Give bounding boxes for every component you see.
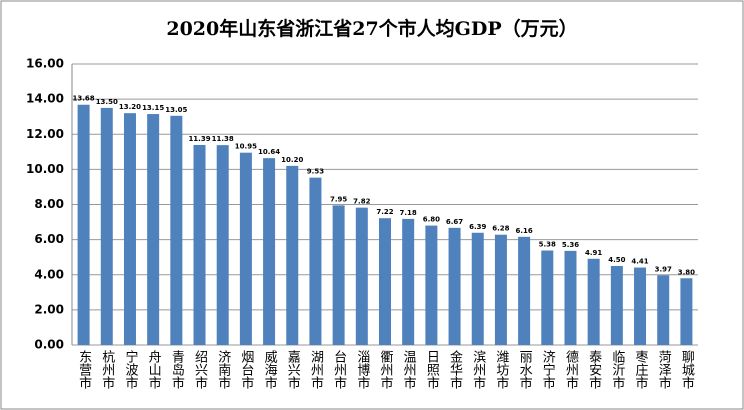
- value-label: 13.05: [165, 106, 187, 114]
- y-tick-label: 2.00: [34, 302, 64, 316]
- x-tick-label: 青岛市: [169, 350, 185, 389]
- bar: [379, 218, 391, 345]
- x-tick-label: 杭州市: [99, 350, 115, 389]
- value-label: 4.91: [585, 249, 602, 257]
- x-tick-label: 枣庄市: [633, 350, 649, 389]
- y-tick-label: 8.00: [34, 197, 64, 211]
- x-tick-label: 德州市: [563, 350, 579, 389]
- x-tick-label: 聊城市: [679, 350, 695, 389]
- bar: [541, 250, 554, 345]
- bar: [355, 207, 368, 345]
- value-label: 4.41: [631, 258, 648, 266]
- x-tick-label: 东营市: [76, 350, 92, 389]
- value-label: 6.80: [423, 216, 440, 224]
- value-label: 7.82: [353, 198, 370, 206]
- x-tick-label: 济宁市: [540, 350, 556, 389]
- y-tick-label: 14.00: [26, 92, 64, 106]
- y-tick-label: 10.00: [26, 162, 64, 176]
- value-label: 10.95: [235, 143, 257, 151]
- x-tick-label: 绍兴市: [192, 350, 208, 389]
- x-tick-label: 泰安市: [586, 350, 602, 389]
- value-label: 7.22: [376, 208, 393, 216]
- value-label: 6.16: [515, 227, 532, 235]
- value-label: 4.50: [608, 256, 625, 264]
- y-tick-label: 12.00: [26, 127, 64, 141]
- x-tick-label: 丽水市: [517, 350, 533, 389]
- bar: [518, 236, 531, 345]
- x-tick-label: 烟台市: [238, 350, 254, 389]
- x-tick-label: 衢州市: [378, 350, 394, 389]
- x-tick-label: 湖州市: [308, 350, 324, 389]
- bar: [100, 107, 113, 345]
- bar: [332, 205, 345, 345]
- value-label: 5.38: [539, 241, 556, 249]
- bar: [471, 232, 484, 345]
- value-label: 6.67: [446, 218, 463, 226]
- value-label: 13.20: [119, 103, 141, 111]
- bar: [239, 152, 252, 345]
- x-tick-label: 潍坊市: [493, 350, 509, 389]
- bar: [657, 275, 670, 345]
- value-label: 10.64: [258, 148, 280, 156]
- value-label: 10.20: [281, 156, 303, 164]
- x-tick-label: 菏泽市: [656, 350, 672, 389]
- bar: [216, 145, 229, 345]
- y-tick-label: 6.00: [34, 232, 64, 246]
- bar: [147, 114, 160, 345]
- bar: [263, 158, 276, 345]
- value-label: 13.50: [96, 98, 118, 106]
- bar: [610, 265, 623, 345]
- bar: [77, 104, 90, 346]
- bar: [494, 234, 507, 345]
- x-tick-label: 威海市: [262, 350, 278, 389]
- value-label: 13.68: [73, 95, 95, 103]
- x-tick-label: 台州市: [331, 350, 347, 389]
- value-label: 7.95: [330, 195, 347, 203]
- bar: [309, 177, 322, 345]
- bar: [425, 225, 438, 345]
- bar: [123, 113, 136, 345]
- y-tick-label: 0.00: [34, 338, 64, 352]
- bar: [193, 144, 206, 345]
- value-label: 6.39: [469, 223, 486, 231]
- value-label: 9.53: [307, 168, 324, 176]
- value-label: 11.38: [212, 135, 234, 143]
- x-tick-label: 淄博市: [354, 350, 370, 389]
- y-tick-label: 16.00: [26, 57, 64, 71]
- x-tick-label: 金华市: [447, 349, 463, 389]
- value-label: 5.36: [562, 241, 579, 249]
- bar: [448, 227, 461, 345]
- x-tick-label: 滨州市: [470, 349, 486, 389]
- x-tick-label: 临沂市: [609, 350, 625, 389]
- x-tick-label: 日照市: [424, 350, 440, 389]
- x-tick-label: 宁波市: [122, 349, 138, 389]
- value-label: 7.18: [400, 209, 417, 217]
- bar: [634, 267, 647, 345]
- bar: [170, 115, 183, 345]
- value-label: 6.28: [492, 225, 509, 233]
- x-tick-label: 济南市: [215, 350, 231, 389]
- x-tick-label: 温州市: [401, 350, 417, 389]
- bar: [564, 250, 577, 345]
- x-tick-label: 舟山市: [146, 350, 162, 389]
- x-tick-label: 嘉兴市: [285, 350, 301, 389]
- bar: [680, 278, 693, 345]
- bar: [286, 165, 299, 345]
- bar: [587, 258, 600, 345]
- y-tick-label: 4.00: [34, 267, 64, 281]
- value-label: 3.80: [678, 268, 695, 276]
- value-label: 11.39: [188, 135, 210, 143]
- value-label: 13.15: [142, 104, 164, 112]
- chart-title: 2020年山东省浙江省27个市人均GDP（万元）: [166, 17, 577, 40]
- bar: [402, 218, 415, 345]
- value-label: 3.97: [655, 265, 672, 273]
